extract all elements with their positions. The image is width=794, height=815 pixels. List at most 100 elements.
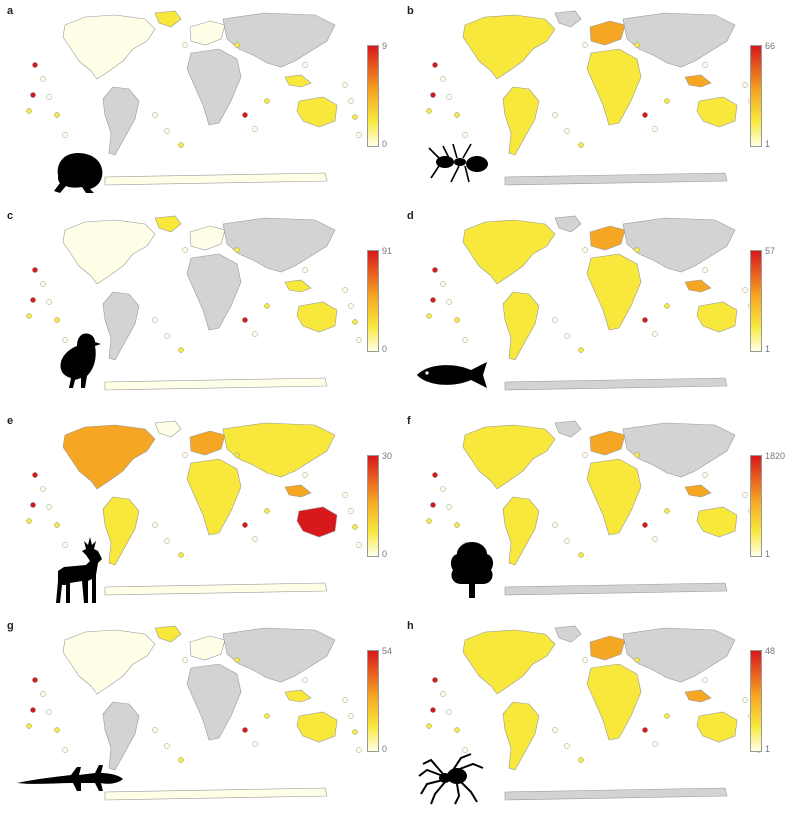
landmass	[504, 172, 728, 186]
island-marker	[46, 299, 52, 305]
island-marker	[702, 267, 708, 273]
island-marker	[446, 709, 452, 715]
island-marker	[164, 333, 170, 339]
island-marker	[32, 677, 38, 683]
island-marker	[642, 522, 648, 528]
color-scale-bar	[367, 250, 379, 352]
island-marker	[40, 691, 46, 697]
island-marker	[182, 452, 188, 458]
landmass	[462, 424, 556, 490]
island-marker	[252, 536, 258, 542]
island-marker	[432, 472, 438, 478]
island-marker	[430, 707, 436, 713]
island-marker	[152, 522, 158, 528]
island-marker	[702, 472, 708, 478]
bird-icon	[60, 333, 101, 388]
island-marker	[652, 536, 658, 542]
island-marker	[264, 303, 270, 309]
island-marker	[178, 347, 184, 353]
island-marker	[32, 62, 38, 68]
landmass	[589, 225, 626, 251]
landmass	[104, 377, 328, 391]
island-marker	[664, 303, 670, 309]
landmass	[222, 627, 336, 683]
island-marker	[26, 518, 32, 524]
panel-e: e 30 0	[5, 415, 392, 610]
island-marker	[552, 112, 558, 118]
island-marker	[582, 42, 588, 48]
world-map-h	[426, 625, 762, 801]
landmass	[502, 291, 540, 361]
color-scale-max: 66	[765, 41, 776, 51]
island-marker	[462, 337, 468, 343]
island-marker	[582, 657, 588, 663]
landmass	[462, 14, 556, 80]
landmass	[186, 458, 242, 536]
world-map-d	[426, 215, 762, 391]
island-marker	[348, 303, 354, 309]
island-marker	[342, 697, 348, 703]
island-marker	[164, 743, 170, 749]
landmass	[589, 635, 626, 661]
island-marker	[432, 62, 438, 68]
island-marker	[552, 727, 558, 733]
island-marker	[264, 508, 270, 514]
landmass	[189, 225, 226, 251]
landmass	[504, 787, 728, 801]
panel-letter: a	[7, 5, 14, 17]
island-marker	[30, 297, 36, 303]
landmass	[684, 689, 712, 703]
color-scale-bar	[367, 650, 379, 752]
island-marker	[664, 713, 670, 719]
island-marker	[348, 508, 354, 514]
island-marker	[564, 333, 570, 339]
island-marker	[552, 522, 558, 528]
island-marker	[578, 757, 584, 763]
island-marker	[264, 713, 270, 719]
island-marker	[352, 729, 358, 735]
island-marker	[40, 76, 46, 82]
world-map-c	[26, 215, 362, 391]
island-marker	[564, 743, 570, 749]
panel-f: f 1820 1	[405, 415, 790, 610]
island-marker	[432, 677, 438, 683]
island-marker	[356, 337, 362, 343]
island-marker	[430, 92, 436, 98]
island-marker	[634, 452, 640, 458]
island-marker	[234, 42, 240, 48]
island-marker	[252, 741, 258, 747]
landmass	[284, 74, 312, 88]
island-marker	[702, 62, 708, 68]
world-map-a	[26, 10, 362, 186]
color-scale-min: 0	[382, 549, 388, 559]
color-scale-bar	[367, 455, 379, 557]
landmass	[586, 663, 642, 741]
world-map-f	[426, 420, 762, 596]
island-marker	[182, 247, 188, 253]
island-marker	[152, 317, 158, 323]
landmass	[622, 422, 736, 478]
landmass	[684, 74, 712, 88]
island-marker	[742, 697, 748, 703]
landmass	[189, 20, 226, 46]
color-scale-max: 57	[765, 246, 776, 256]
island-marker	[664, 98, 670, 104]
landmass	[62, 629, 156, 695]
island-marker	[264, 98, 270, 104]
island-marker	[634, 42, 640, 48]
island-marker	[302, 62, 308, 68]
island-marker	[356, 542, 362, 548]
island-marker	[356, 747, 362, 753]
lizard-icon	[17, 765, 123, 791]
landmass	[586, 253, 642, 331]
island-marker	[182, 657, 188, 663]
island-marker	[242, 522, 248, 528]
landmass	[154, 10, 182, 28]
landmass	[554, 215, 582, 233]
color-scale-min: 1	[765, 139, 771, 149]
island-marker	[32, 472, 38, 478]
color-scale-max: 54	[382, 646, 393, 656]
island-marker	[62, 337, 68, 343]
panel-d: d 57 1	[405, 210, 790, 405]
island-marker	[178, 552, 184, 558]
